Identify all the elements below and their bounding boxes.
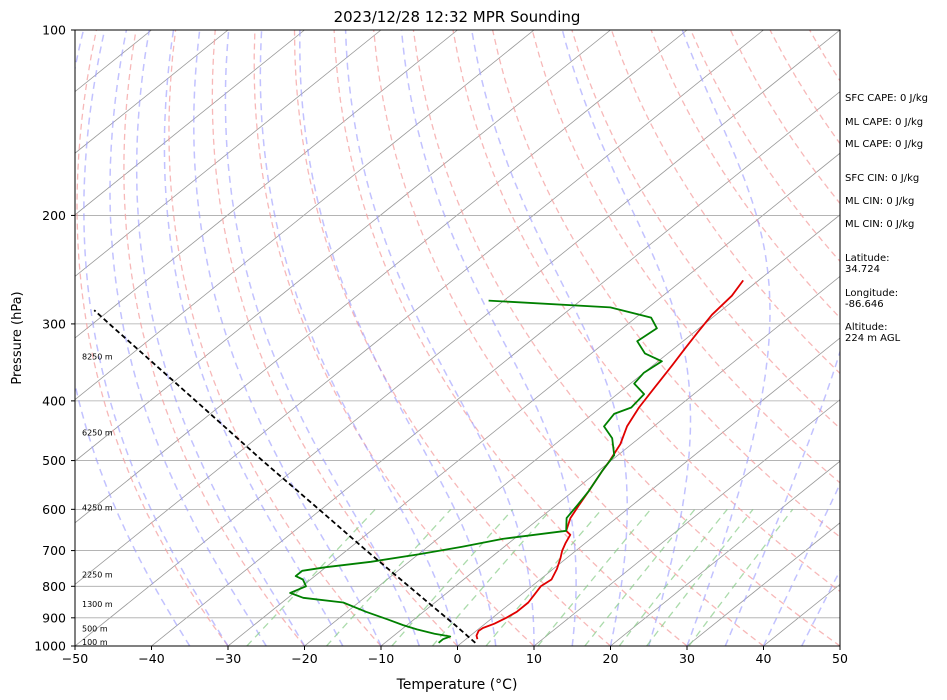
mixing-ratio-line	[584, 508, 696, 646]
isotherm-line	[75, 30, 305, 216]
moist-adiabat-line	[724, 30, 840, 646]
dry-adiabat-line	[650, 30, 840, 319]
chart-title: 2023/12/28 12:32 MPR Sounding	[334, 8, 581, 26]
dry-adiabat-line	[333, 30, 688, 646]
sfc-cin-text: SFC CIN: 0 J/kg	[845, 173, 920, 184]
dry-adiabat-line	[168, 30, 382, 646]
moist-adiabat-line	[75, 30, 191, 646]
mixing-ratio-line	[646, 508, 754, 646]
height-label: 1300 m	[82, 600, 113, 609]
x-tick-label: −30	[215, 651, 241, 666]
latitude-text: Latitude: 34.724	[845, 253, 890, 275]
y-tick-label: 900	[42, 610, 66, 625]
isotherm-line	[380, 275, 840, 646]
temperature-line	[475, 279, 744, 640]
dry-adiabat-line	[571, 30, 840, 430]
y-tick-label: 700	[42, 543, 66, 558]
moist-adiabat-line	[762, 482, 840, 646]
moist-adiabat-line	[470, 30, 628, 646]
x-axis-label: Temperature (°C)	[396, 677, 518, 693]
y-tick-label: 400	[42, 393, 66, 408]
moist-adiabat-line	[163, 30, 344, 646]
dewpoint-line	[289, 299, 663, 644]
isotherm-line	[75, 30, 764, 585]
dry-adiabat-line	[253, 30, 535, 646]
isotherm-line	[227, 152, 840, 646]
longitude-text: Longitude: -86.646	[845, 288, 899, 310]
dry-adiabat-line	[293, 30, 611, 646]
mixing-ratio-line	[246, 508, 376, 646]
x-tick-label: 10	[526, 651, 542, 666]
height-label: 8250 m	[82, 352, 113, 361]
y-tick-label: 1000	[34, 639, 66, 654]
isotherm-line	[75, 30, 688, 524]
x-tick-label: 40	[756, 651, 772, 666]
moist-adiabat-line	[299, 30, 497, 646]
height-label: 4250 m	[82, 503, 113, 512]
isotherm-line	[75, 30, 458, 339]
moist-adiabat-line	[109, 30, 267, 646]
moist-adiabat-line	[344, 30, 535, 646]
y-tick-label: 300	[42, 316, 66, 331]
moist-adiabat-line	[224, 30, 420, 646]
isotherm-line	[304, 214, 840, 646]
mixing-ratio-line	[485, 508, 603, 646]
y-tick-label: 200	[42, 208, 66, 223]
moist-adiabat-line	[801, 568, 840, 646]
x-tick-label: −20	[291, 651, 317, 666]
y-tick-label: 100	[42, 23, 66, 38]
ml-cape-text-2: ML CAPE: 0 J/kg	[845, 139, 924, 150]
moist-adiabat-line	[259, 30, 459, 646]
x-tick-label: 20	[603, 651, 619, 666]
height-label: 500 m	[82, 625, 108, 634]
height-label: 100 m	[82, 638, 108, 647]
isotherm-line	[75, 30, 382, 277]
dry-adiabat-line	[610, 30, 840, 375]
ml-cape-text: ML CAPE: 0 J/kg	[845, 117, 924, 128]
x-tick-label: 30	[679, 651, 695, 666]
moist-adiabat-line	[135, 30, 306, 646]
dry-adiabat-line	[412, 30, 840, 646]
mixing-ratio-line	[537, 508, 652, 646]
isotherm-line	[533, 399, 840, 646]
isotherm-line	[75, 30, 840, 646]
height-label: 2250 m	[82, 570, 113, 579]
y-tick-label: 800	[42, 579, 66, 594]
y-tick-label: 600	[42, 502, 66, 517]
y-tick-label: 500	[42, 453, 66, 468]
altitude-text: Altitude: 224 m AGL	[845, 322, 901, 344]
isotherm-line	[75, 30, 535, 401]
moist-adiabat-line	[681, 30, 771, 646]
moist-adiabat-line	[83, 30, 229, 646]
isotherm-line	[75, 30, 229, 154]
sfc-cape-text: SFC CAPE: 0 J/kg	[845, 93, 928, 104]
x-tick-label: −10	[368, 651, 394, 666]
x-tick-label: −40	[138, 651, 164, 666]
ml-cin-text: ML CIN: 0 J/kg	[845, 196, 915, 207]
mixing-ratio-line	[688, 508, 794, 646]
dry-adiabat-line	[123, 30, 306, 646]
moist-adiabat-line	[400, 30, 577, 646]
x-tick-label: −50	[62, 651, 88, 666]
y-axis-label: Pressure (hPa)	[10, 291, 25, 384]
isotherm-line	[75, 30, 611, 462]
x-tick-label: 50	[832, 651, 848, 666]
mixing-ratio-line	[326, 508, 452, 646]
dry-adiabat-line	[452, 30, 840, 593]
dry-adiabat-line	[76, 30, 229, 646]
isotherm-line	[151, 91, 840, 646]
mixing-ratio-line	[618, 508, 728, 646]
x-tick-label: 0	[454, 651, 462, 666]
height-label: 6250 m	[82, 429, 113, 438]
mixing-ratio-line	[431, 508, 552, 646]
isotherm-line	[610, 460, 840, 646]
isotherm-line	[457, 337, 840, 646]
ml-cin-text-2: ML CIN: 0 J/kg	[845, 219, 915, 230]
isotherm-line	[686, 522, 840, 646]
